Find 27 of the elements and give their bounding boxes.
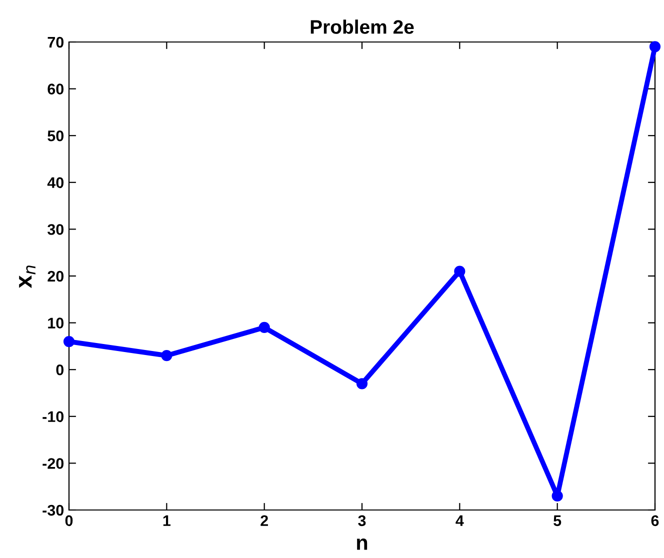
x-tick-label: 5: [554, 515, 562, 526]
y-tick-label: 20: [48, 270, 64, 282]
x-tick-label: 4: [456, 515, 464, 526]
y-tick-label: -30: [42, 504, 64, 516]
point: [356, 378, 368, 390]
x-tick-label: 0: [65, 515, 73, 526]
y-tick-label: 60: [48, 84, 64, 94]
y-tick-label: -20: [42, 458, 64, 469]
x-tick-label: 3: [358, 515, 366, 526]
x-tick-label: 2: [260, 515, 268, 526]
point: [454, 266, 466, 277]
point: [63, 336, 75, 348]
x-tick-label: 1: [163, 515, 170, 526]
y-tick-label: 10: [48, 318, 64, 328]
chart-title: Problem 2e: [310, 20, 414, 34]
point: [552, 490, 563, 502]
point: [161, 350, 172, 362]
point: [258, 322, 270, 334]
y-tick-label: 50: [48, 130, 64, 142]
y-tick-label: -10: [42, 411, 64, 422]
y-tick-label: 40: [47, 177, 64, 188]
x-tick-label: 6: [651, 515, 659, 526]
y-tick-label: 30: [48, 224, 64, 235]
y-tick-label: 70: [48, 36, 64, 48]
x-axis-title: n: [357, 538, 368, 550]
y-axis-title: x$_{n}$: [19, 266, 36, 288]
y-tick-label: 0: [56, 364, 64, 376]
